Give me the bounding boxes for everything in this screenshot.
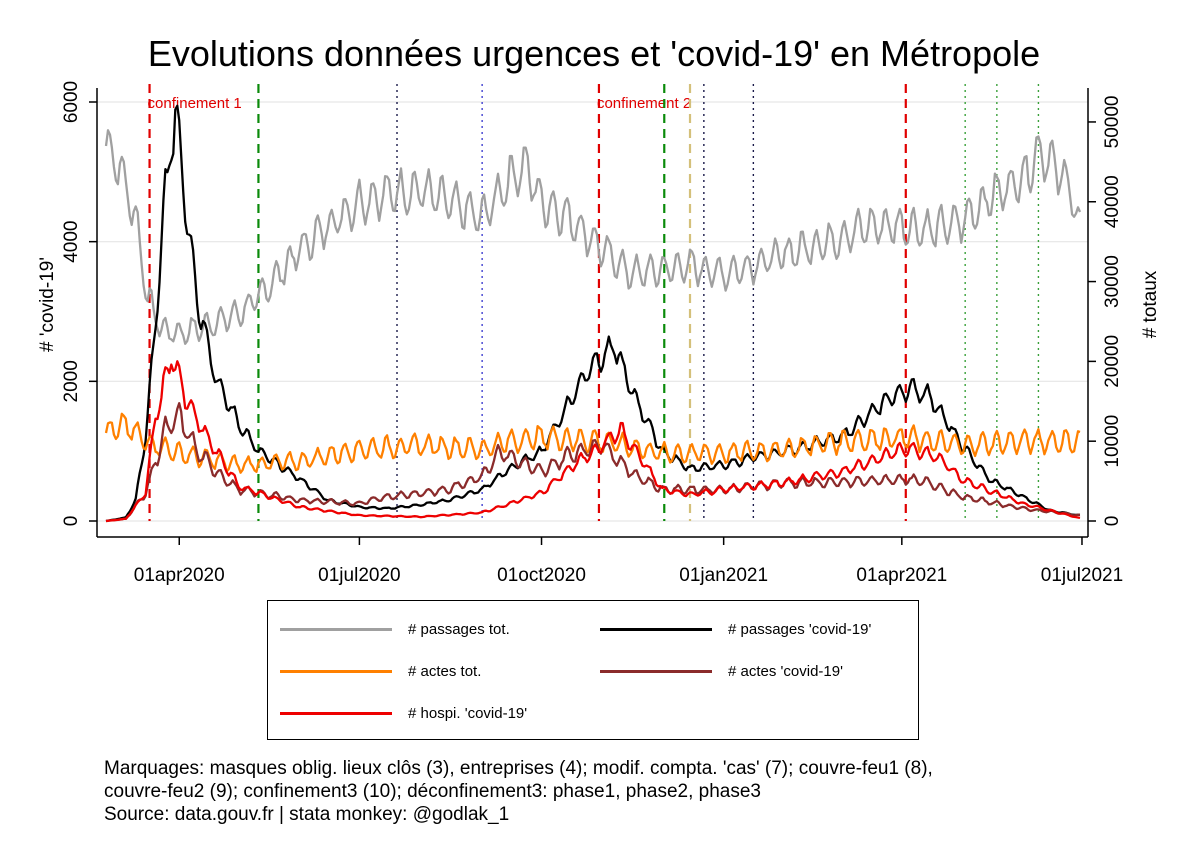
y-left-tick-label: 2000 xyxy=(61,360,82,402)
legend-label-actes-covid: # actes 'covid-19' xyxy=(728,663,843,680)
series-line xyxy=(104,129,1082,345)
y-right-axis-title: # totaux xyxy=(1140,270,1161,338)
y-right-tick-label: 10000 xyxy=(1102,415,1123,468)
x-tick-label: 01apr2021 xyxy=(856,565,947,586)
chart-title: Evolutions données urgences et 'covid-19… xyxy=(147,33,1041,74)
y-left-tick-label: 4000 xyxy=(61,221,82,263)
chart-legend: # passages tot. # passages 'covid-19' # … xyxy=(267,600,919,740)
x-tick-label: 01jul2020 xyxy=(318,565,400,586)
y-right-tick-label: 30000 xyxy=(1102,255,1123,308)
y-right-tick-label: 50000 xyxy=(1102,96,1123,149)
y-right-tick-label: 20000 xyxy=(1102,335,1123,388)
y-left-tick-label: 6000 xyxy=(61,81,82,123)
series-line xyxy=(105,360,1081,523)
footnote-line-3: Source: data.gouv.fr | stata monkey: @go… xyxy=(104,804,510,825)
x-tick-label: 01jul2021 xyxy=(1041,565,1123,586)
series-line xyxy=(105,104,1081,523)
series-line xyxy=(104,412,1081,474)
footnote-line-2: couvre-feu2 (9); confinement3 (10); déco… xyxy=(104,781,761,802)
y-right-tick-label: 40000 xyxy=(1102,175,1123,228)
legend-label-hospi-covid: # hospi. 'covid-19' xyxy=(408,705,528,722)
legend-item-passages-covid: # passages 'covid-19' xyxy=(600,621,871,638)
marker-label: confinement 2 xyxy=(597,95,691,112)
legend-swatch-actes-tot xyxy=(280,670,392,673)
footnote: Marquages: masques oblig. lieux clôs (3)… xyxy=(104,757,933,826)
legend-swatch-passages-tot xyxy=(280,628,392,631)
x-tick-label: 01jan2021 xyxy=(679,565,768,586)
legend-label-passages-covid: # passages 'covid-19' xyxy=(728,621,872,638)
x-tick-label: 01apr2020 xyxy=(134,565,225,586)
legend-swatch-passages-covid xyxy=(600,628,712,631)
legend-item-hospi-covid: # hospi. 'covid-19' xyxy=(280,705,527,722)
legend-item-actes-tot: # actes tot. xyxy=(280,663,481,680)
y-left-axis-title: # 'covid-19' xyxy=(37,257,58,352)
footnote-line-1: Marquages: masques oblig. lieux clôs (3)… xyxy=(104,758,933,779)
x-tick-label: 01oct2020 xyxy=(497,565,586,586)
legend-swatch-hospi-covid xyxy=(280,712,392,715)
y-right-tick-label: 0 xyxy=(1102,516,1123,527)
legend-item-passages-tot: # passages tot. xyxy=(280,621,510,638)
legend-swatch-actes-covid xyxy=(600,670,712,673)
legend-label-passages-tot: # passages tot. xyxy=(408,621,510,638)
legend-item-actes-covid: # actes 'covid-19' xyxy=(600,663,843,680)
legend-label-actes-tot: # actes tot. xyxy=(408,663,482,680)
marker-label: confinement 1 xyxy=(148,95,242,112)
y-left-tick-label: 0 xyxy=(61,516,82,527)
